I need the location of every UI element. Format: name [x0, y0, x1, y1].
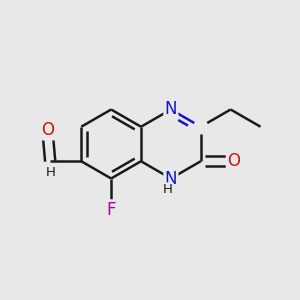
Text: O: O: [227, 152, 240, 170]
Text: N: N: [165, 169, 177, 188]
Text: H: H: [45, 166, 55, 179]
Text: O: O: [41, 121, 54, 139]
Text: N: N: [165, 100, 177, 118]
Text: F: F: [106, 200, 116, 218]
Text: H: H: [163, 183, 173, 196]
